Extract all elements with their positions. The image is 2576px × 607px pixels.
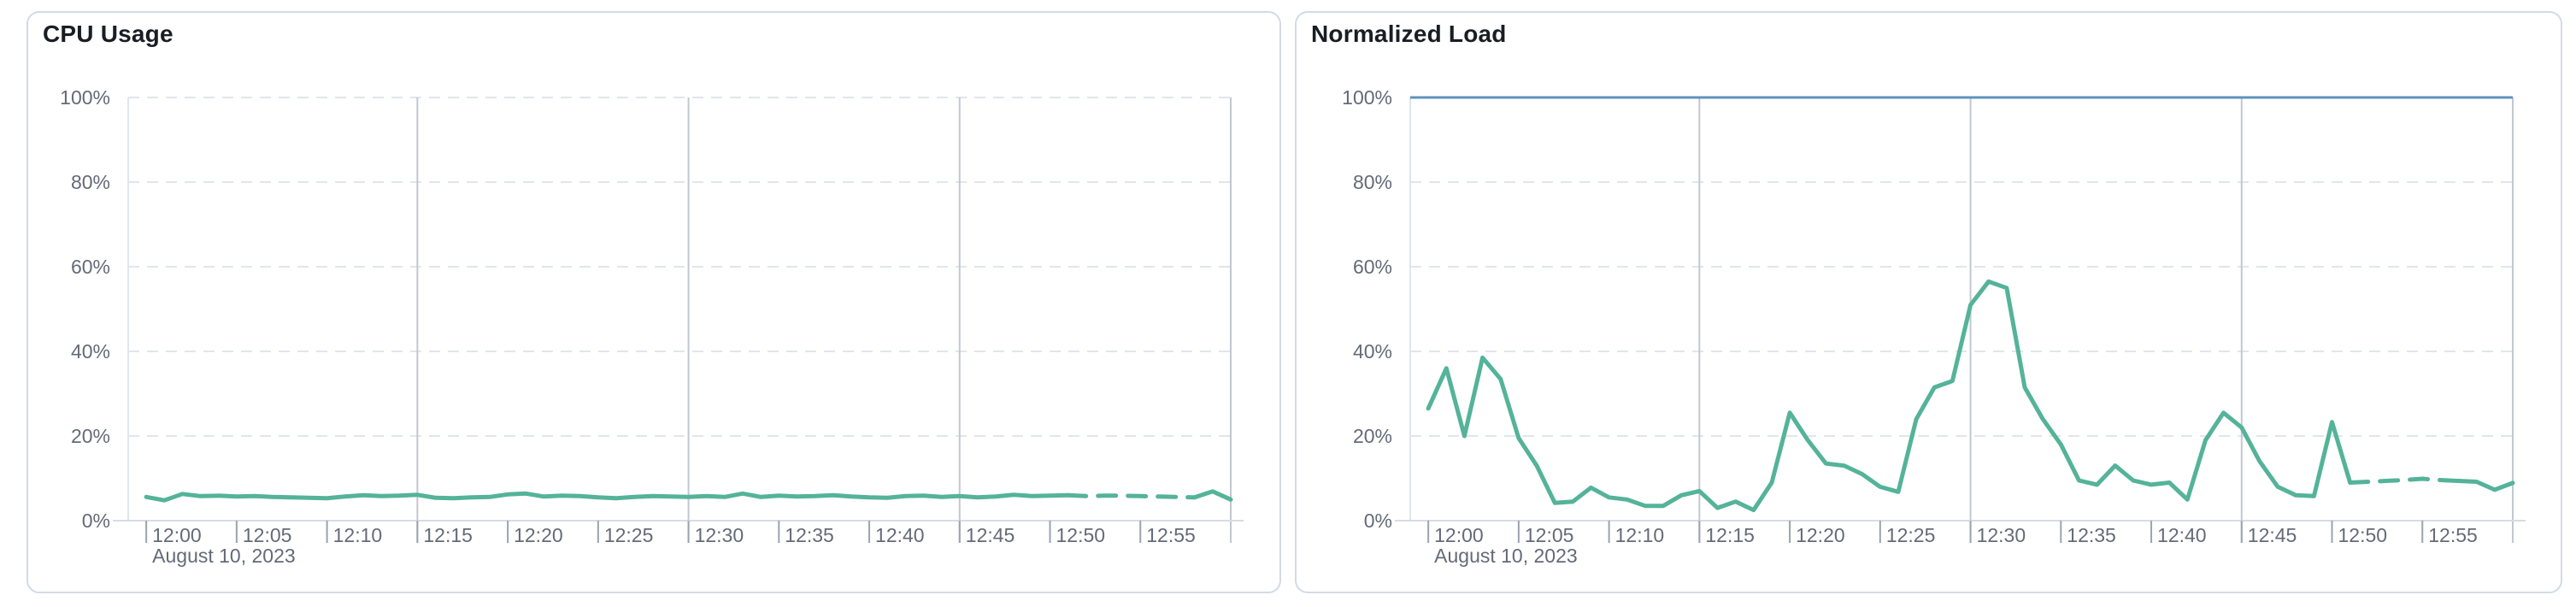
series-line-dashed <box>1066 492 1197 500</box>
x-tick-label: 12:20 <box>514 524 563 546</box>
y-tick-label: 80% <box>71 171 110 193</box>
y-tick-label: 60% <box>1353 256 1392 278</box>
x-tick-label: 12:50 <box>1056 524 1106 546</box>
x-tick-label: 12:20 <box>1796 524 1845 546</box>
x-tick-label: 12:55 <box>2428 524 2478 546</box>
x-tick-label: 12:00 <box>1434 524 1484 546</box>
normalized-load-chart[interactable]: 12:00 12:05 12:10 12:15 12:20 12:25 12:30 12:35… <box>1297 13 2561 592</box>
x-tick-label: 12:30 <box>695 524 744 546</box>
x-tick-label: 12:35 <box>2067 524 2116 546</box>
x-tick-label: 12:45 <box>966 524 1015 546</box>
x-tick-label: 12:25 <box>1886 524 1936 546</box>
x-tick-label: 12:10 <box>333 524 383 546</box>
y-tick-label: 40% <box>1353 340 1392 362</box>
series-line-dashed <box>2348 476 2461 485</box>
y-tick-label: 80% <box>1353 171 1392 193</box>
x-tick-label: 12:30 <box>1977 524 2026 546</box>
x-tick-label: 12:25 <box>604 524 654 546</box>
series-line <box>144 491 1071 503</box>
x-tick-label: 12:40 <box>875 524 925 546</box>
y-tick-label: 0% <box>1364 510 1392 532</box>
y-tick-label: 100% <box>1342 86 1392 109</box>
x-tick-label: 12:45 <box>2248 524 2297 546</box>
x-tick-label: 12:10 <box>1615 524 1665 546</box>
x-tick-label: 12:55 <box>1146 524 1196 546</box>
normalized-load-panel: Normalized Load 12:00 12:05 12:10 12:15 12:2… <box>1295 11 2562 593</box>
series-line <box>2456 479 2515 492</box>
cpu-usage-panel-title: CPU Usage <box>43 21 173 47</box>
y-tick-label: 40% <box>71 340 110 362</box>
x-tick-label: 12:15 <box>423 524 473 546</box>
cpu-usage-panel: CPU Usage 12:00 12:05 12:10 12:15 12:20 12:25… <box>26 11 1281 593</box>
cpu-usage-chart[interactable]: 12:00 12:05 12:10 12:15 12:20 12:25 12:30 12:35… <box>28 13 1279 592</box>
x-tick-label: 12:05 <box>243 524 292 546</box>
x-tick-label: 12:40 <box>2157 524 2207 546</box>
x-tick-label: 12:50 <box>2338 524 2388 546</box>
date-label: August 10, 2023 <box>1434 545 1578 567</box>
y-tick-label: 0% <box>82 510 110 532</box>
x-tick-label: 12:00 <box>152 524 202 546</box>
series-line <box>1192 489 1233 502</box>
normalized-load-panel-title: Normalized Load <box>1311 21 1507 47</box>
series-line <box>1426 279 2353 513</box>
date-label: August 10, 2023 <box>152 545 296 567</box>
x-tick-label: 12:05 <box>1525 524 1574 546</box>
x-tick-label: 12:35 <box>785 524 834 546</box>
y-tick-label: 100% <box>60 86 110 109</box>
y-tick-label: 60% <box>71 256 110 278</box>
x-tick-label: 12:15 <box>1705 524 1755 546</box>
y-tick-label: 20% <box>1353 425 1392 447</box>
y-tick-label: 20% <box>71 425 110 447</box>
